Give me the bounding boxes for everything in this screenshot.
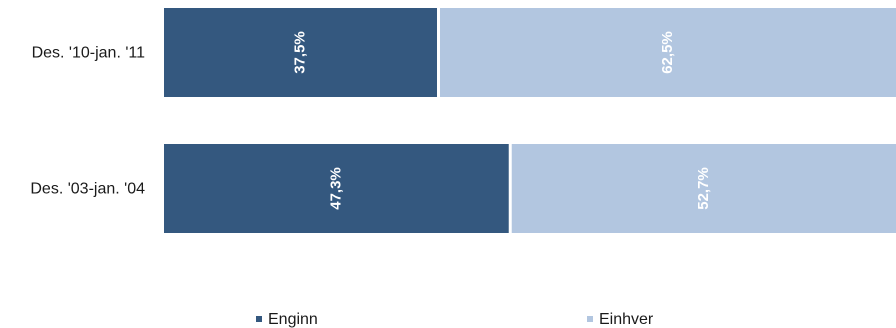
category-labels: Des. '10-jan. '11 Des. '03-jan. '04 (30, 45, 145, 198)
bar-einhver (511, 144, 896, 233)
legend-marker (256, 316, 262, 322)
bars-group: 37,5% 62,5% 47,3% 52,7% (164, 8, 896, 233)
legend-marker (587, 316, 593, 322)
legend-label: Einhver (599, 311, 654, 328)
legend-label: Enginn (268, 311, 318, 328)
data-label: 52,7% (695, 167, 712, 210)
data-label: 62,5% (659, 31, 676, 74)
category-label: Des. '10-jan. '11 (32, 45, 146, 62)
category-label: Des. '03-jan. '04 (30, 181, 145, 198)
data-label: 47,3% (327, 167, 344, 210)
bar-einhver (440, 8, 896, 97)
data-label: 37,5% (291, 31, 308, 74)
legend: Enginn Einhver (256, 311, 654, 328)
bar-enginn (164, 144, 509, 233)
bar-enginn (164, 8, 437, 97)
